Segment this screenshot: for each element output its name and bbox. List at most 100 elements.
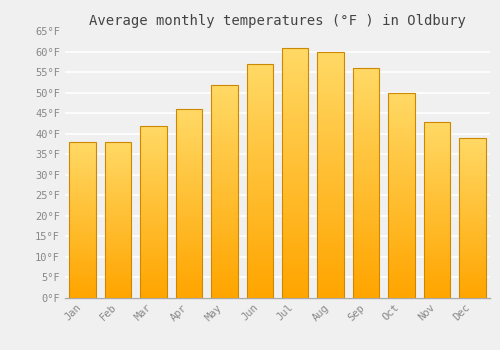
Bar (388, 265, 414, 269)
Bar (318, 234, 344, 239)
Bar (388, 252, 414, 257)
Bar (282, 193, 308, 198)
Bar (424, 245, 450, 248)
Bar (353, 87, 380, 91)
Bar (282, 278, 308, 282)
Bar (282, 293, 308, 297)
Bar (353, 68, 380, 73)
Bar (353, 219, 380, 224)
Bar (246, 134, 273, 139)
Bar (424, 139, 450, 143)
Bar (176, 135, 202, 139)
Bar (424, 206, 450, 210)
Bar (318, 209, 344, 214)
Bar (353, 188, 380, 192)
Bar (388, 211, 414, 216)
Bar (388, 162, 414, 167)
Bar (353, 155, 380, 160)
Bar (459, 240, 485, 243)
Bar (105, 223, 132, 226)
Bar (353, 68, 380, 298)
Bar (176, 199, 202, 203)
Bar (459, 262, 485, 266)
Bar (176, 279, 202, 282)
Bar (424, 121, 450, 298)
Bar (246, 288, 273, 293)
Bar (424, 241, 450, 245)
Bar (318, 268, 344, 273)
Bar (459, 291, 485, 294)
Bar (318, 244, 344, 248)
Bar (211, 178, 238, 183)
Bar (424, 121, 450, 125)
Bar (105, 201, 132, 204)
Bar (246, 111, 273, 116)
Bar (353, 265, 380, 270)
Bar (176, 252, 202, 256)
Bar (140, 263, 167, 267)
Bar (388, 195, 414, 199)
Bar (211, 153, 238, 157)
Bar (424, 160, 450, 164)
Bar (388, 183, 414, 187)
Bar (176, 169, 202, 173)
Bar (246, 83, 273, 88)
Bar (211, 204, 238, 208)
Bar (211, 89, 238, 93)
Bar (318, 135, 344, 140)
Bar (246, 167, 273, 172)
Bar (424, 171, 450, 174)
Bar (70, 273, 96, 276)
Bar (246, 125, 273, 130)
Bar (459, 192, 485, 195)
Bar (211, 208, 238, 212)
Bar (246, 270, 273, 274)
Bar (388, 220, 414, 224)
Bar (424, 284, 450, 287)
Bar (246, 209, 273, 214)
Bar (70, 145, 96, 148)
Bar (282, 48, 308, 298)
Bar (211, 114, 238, 119)
Bar (246, 69, 273, 74)
Bar (424, 125, 450, 128)
Bar (176, 188, 202, 192)
Bar (105, 179, 132, 182)
Bar (459, 285, 485, 288)
Bar (105, 142, 132, 145)
Bar (424, 128, 450, 132)
Bar (424, 234, 450, 238)
Bar (459, 221, 485, 224)
Bar (282, 133, 308, 138)
Bar (282, 83, 308, 88)
Bar (105, 151, 132, 154)
Bar (246, 204, 273, 209)
Bar (353, 192, 380, 197)
Bar (318, 67, 344, 72)
Bar (70, 217, 96, 220)
Bar (105, 148, 132, 151)
Bar (140, 294, 167, 298)
Bar (459, 141, 485, 144)
Bar (459, 227, 485, 230)
Bar (246, 106, 273, 111)
Bar (388, 240, 414, 244)
Bar (70, 176, 96, 179)
Bar (140, 215, 167, 218)
Bar (424, 270, 450, 273)
Bar (353, 73, 380, 77)
Bar (353, 261, 380, 265)
Bar (318, 229, 344, 234)
Bar (105, 294, 132, 297)
Bar (318, 77, 344, 82)
Bar (353, 133, 380, 137)
Bar (176, 260, 202, 264)
Bar (424, 181, 450, 185)
Bar (318, 253, 344, 258)
Bar (353, 206, 380, 210)
Bar (353, 91, 380, 96)
Bar (140, 177, 167, 181)
Bar (318, 52, 344, 57)
Bar (246, 256, 273, 260)
Bar (105, 173, 132, 176)
